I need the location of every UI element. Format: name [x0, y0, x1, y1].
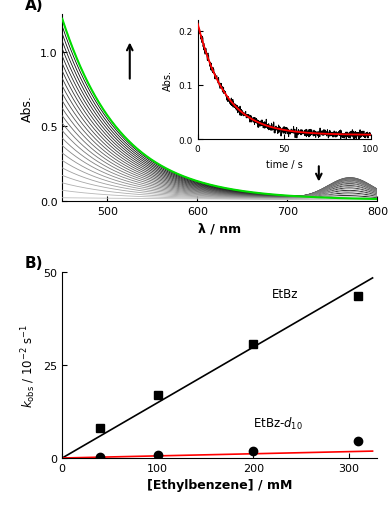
Y-axis label: $k_{\mathrm{obs}}$ / 10$^{-2}$ s$^{-1}$: $k_{\mathrm{obs}}$ / 10$^{-2}$ s$^{-1}$ — [19, 323, 38, 407]
Text: EtBz-$d_{10}$: EtBz-$d_{10}$ — [253, 415, 303, 431]
Y-axis label: Abs.: Abs. — [21, 95, 34, 122]
Text: B): B) — [25, 255, 43, 270]
X-axis label: λ / nm: λ / nm — [198, 222, 241, 235]
X-axis label: [Ethylbenzene] / mM: [Ethylbenzene] / mM — [147, 478, 293, 492]
Text: A): A) — [25, 0, 43, 13]
Text: EtBz: EtBz — [272, 288, 299, 301]
